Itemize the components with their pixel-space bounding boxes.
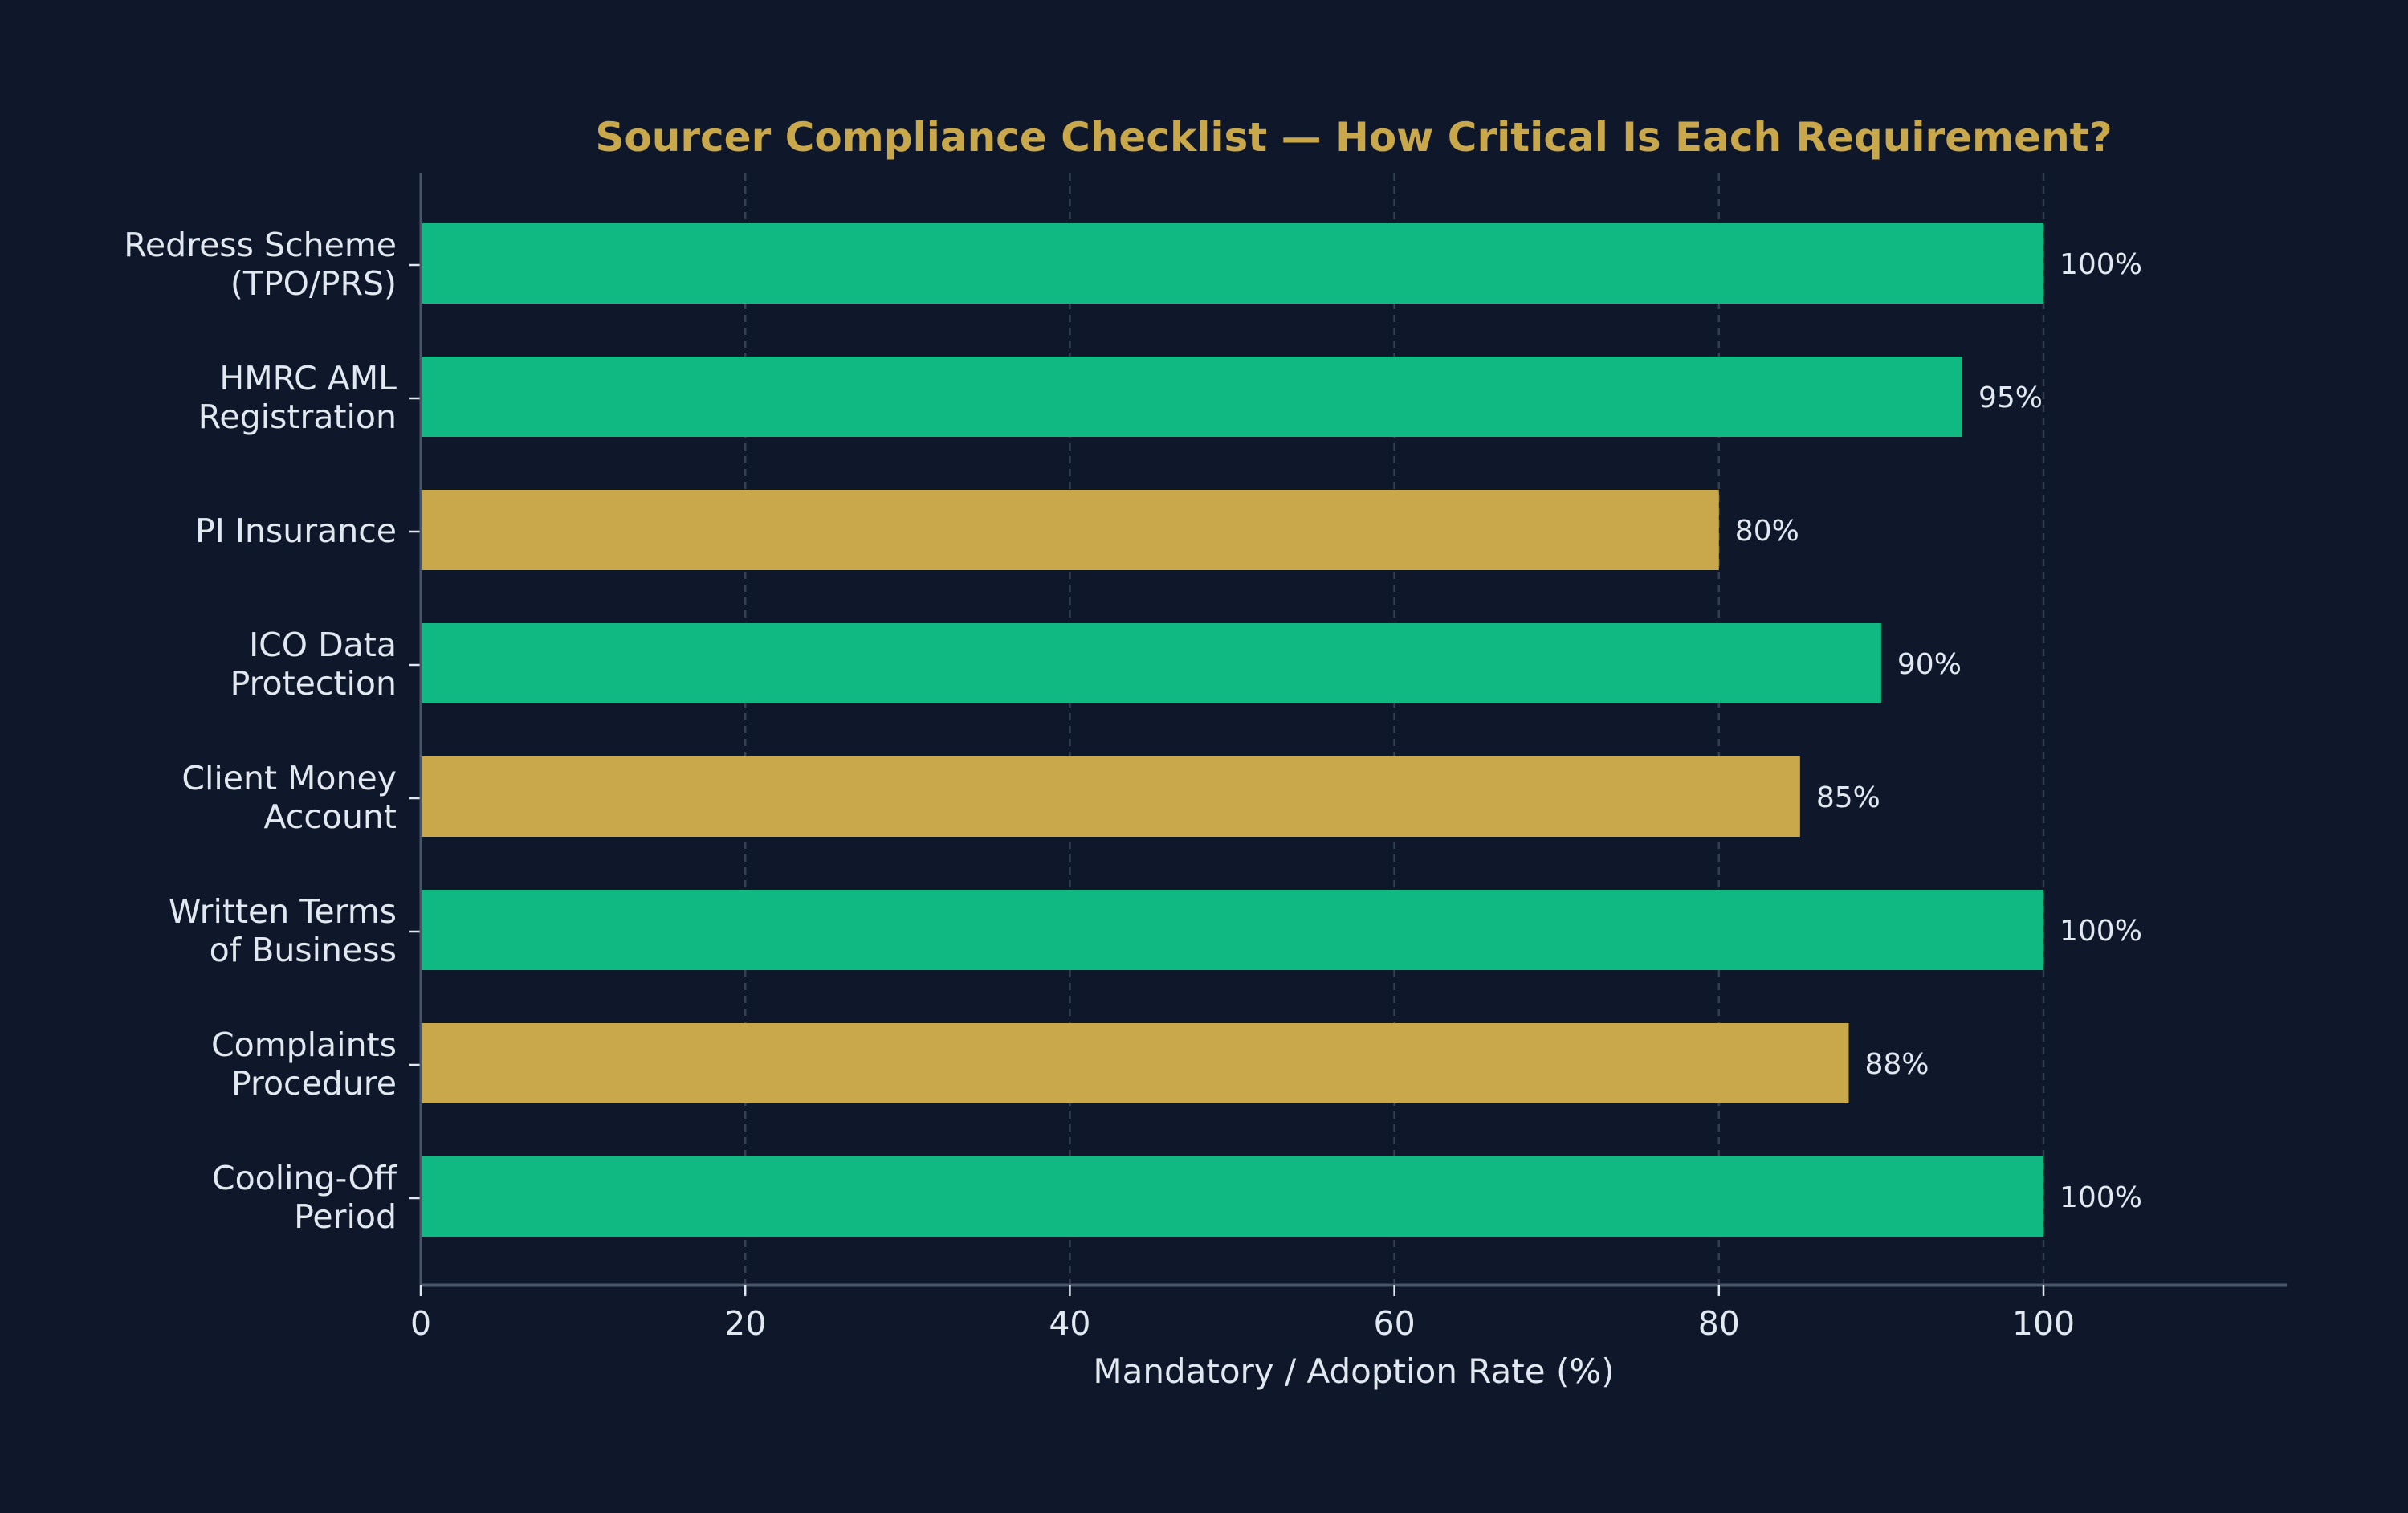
y-tick-label: PI Insurance bbox=[195, 512, 397, 550]
x-tick-label: 20 bbox=[724, 1304, 766, 1343]
bar-value-label: 100% bbox=[2060, 1181, 2142, 1214]
bar bbox=[421, 490, 1719, 570]
x-tick-label: 100 bbox=[2012, 1304, 2075, 1343]
x-tick-label: 0 bbox=[410, 1304, 431, 1343]
bar bbox=[421, 756, 1800, 837]
grid-lines bbox=[744, 173, 2045, 1285]
y-tick-label: Redress Scheme bbox=[124, 226, 397, 264]
y-tick-label: Registration bbox=[198, 398, 397, 436]
bar bbox=[421, 1023, 1849, 1103]
bar bbox=[421, 623, 1881, 703]
y-tick-label: Written Terms bbox=[169, 892, 397, 931]
y-tick-label: Procedure bbox=[231, 1064, 397, 1103]
chart-title: Sourcer Compliance Checklist — How Criti… bbox=[595, 114, 2112, 161]
bar-value-label: 100% bbox=[2060, 248, 2142, 281]
x-tick-label: 60 bbox=[1374, 1304, 1416, 1343]
y-tick-label: Complaints bbox=[211, 1026, 397, 1064]
bars bbox=[421, 223, 2043, 1237]
bar-value-label: 85% bbox=[1816, 781, 1880, 814]
x-tick-label: 80 bbox=[1698, 1304, 1740, 1343]
y-tick-label: Client Money bbox=[181, 759, 397, 797]
y-tick-label: Period bbox=[294, 1197, 397, 1236]
x-tick-label: 40 bbox=[1049, 1304, 1090, 1343]
y-tick-label: of Business bbox=[210, 931, 397, 969]
bar-value-label: 88% bbox=[1864, 1048, 1929, 1081]
x-axis-label: Mandatory / Adoption Rate (%) bbox=[1093, 1352, 1614, 1391]
axes bbox=[409, 173, 2288, 1296]
bar bbox=[421, 357, 1962, 437]
y-tick-label: ICO Data bbox=[249, 626, 397, 664]
bar-value-label: 90% bbox=[1897, 648, 1962, 681]
y-tick-label: Cooling-Off bbox=[212, 1159, 398, 1197]
y-tick-label: Protection bbox=[230, 664, 397, 703]
bar bbox=[421, 1156, 2043, 1237]
y-tick-label: Account bbox=[263, 797, 397, 836]
bar-value-label: 80% bbox=[1735, 515, 1799, 548]
labels: 100% Redress Scheme(TPO/PRS) 95% HMRC AMLRe… bbox=[124, 226, 2142, 1343]
bar-value-label: 100% bbox=[2060, 915, 2142, 948]
y-tick-label: (TPO/PRS) bbox=[230, 264, 397, 303]
bar bbox=[421, 890, 2043, 970]
bar bbox=[421, 223, 2043, 304]
bar-value-label: 95% bbox=[1978, 381, 2043, 414]
y-tick-label: HMRC AML bbox=[219, 359, 397, 398]
